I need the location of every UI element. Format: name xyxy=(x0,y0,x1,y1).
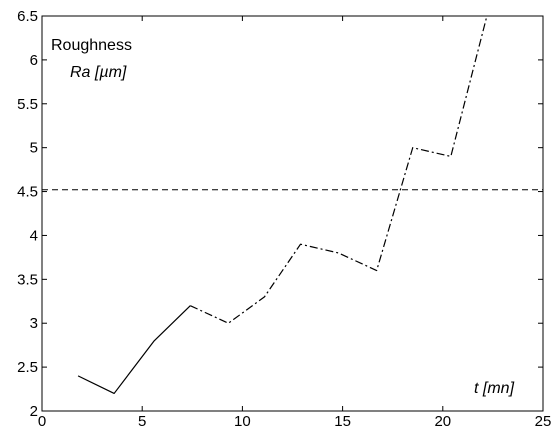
y-axis-label: Ra [µm] xyxy=(70,64,127,81)
x-tick-label: 25 xyxy=(535,413,552,428)
y-tick-label: 3.5 xyxy=(17,271,38,288)
series-line-dash-dot xyxy=(190,15,488,324)
x-tick-label: 15 xyxy=(334,413,351,428)
x-tick-label: 10 xyxy=(234,413,251,428)
y-tick-label: 2.5 xyxy=(17,359,38,376)
x-tick-label: 0 xyxy=(38,413,46,428)
series-line-solid xyxy=(77,305,191,395)
x-tick-label: 5 xyxy=(138,413,146,428)
y-tick-label: 3 xyxy=(30,315,38,332)
y-tick-label: 5.5 xyxy=(17,96,38,113)
x-axis-label: t [mn] xyxy=(474,380,515,397)
y-tick-label: 5 xyxy=(30,140,38,157)
y-tick-label: 6 xyxy=(30,52,38,69)
chart-title: Roughness xyxy=(51,37,132,54)
y-tick-label: 4 xyxy=(30,227,38,244)
x-tick-label: 20 xyxy=(434,413,451,428)
y-tick-label: 2 xyxy=(30,403,38,420)
y-tick-label: 6.5 xyxy=(17,8,38,25)
plot-frame xyxy=(41,15,544,412)
y-tick-label: 4.5 xyxy=(17,184,38,201)
